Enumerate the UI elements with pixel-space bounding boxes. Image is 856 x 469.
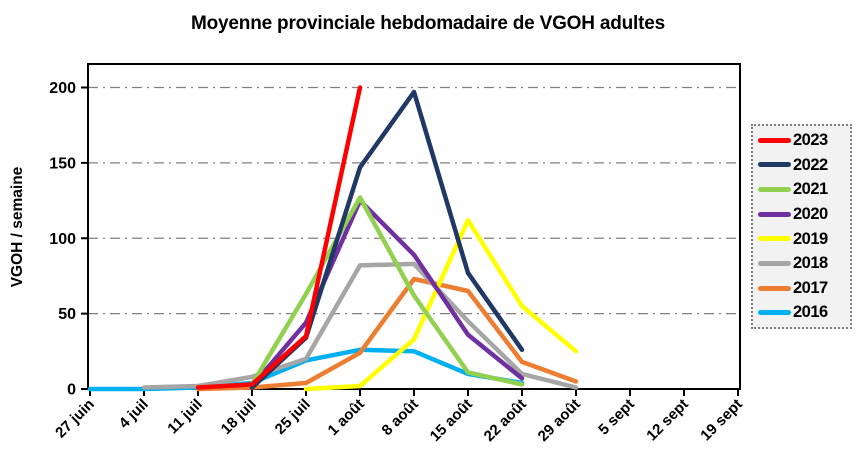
y-tick-label: 100 [49,231,76,248]
legend-label-2018: 2018 [793,254,828,273]
x-tick-label: 11 juil [164,396,206,438]
y-axis-title: VGOH / semaine [9,166,26,287]
legend-label-2021: 2021 [793,180,828,199]
x-tick-label: 15 août [427,396,476,445]
x-tick-label: 29 août [535,396,584,445]
legend-swatch-2018 [758,260,791,266]
chart-title: Moyenne provinciale hebdomadaire de VGOH… [191,13,665,34]
legend-swatch-2019 [758,236,791,242]
y-tick-label: 50 [58,306,76,323]
legend-item-2023: 2023 [758,132,847,149]
series-line-2020 [249,198,525,389]
series-line-2018 [141,261,579,390]
y-tick-label: 150 [49,155,76,172]
series-line-2017 [195,276,579,392]
legend-item-2016: 2016 [758,304,847,321]
series-line-2019 [303,217,579,392]
legend: 2023 2022 2021 2020 2019 2018 2017 2016 [751,124,852,329]
legend-label-2023: 2023 [793,131,828,149]
x-tick-label: 5 sept [595,396,638,439]
x-tick-label: 22 août [481,396,530,445]
series-line-2023 [195,85,363,390]
legend-swatch-2020 [758,211,791,217]
legend-swatch-2017 [758,285,791,291]
legend-item-2020: 2020 [758,206,847,223]
legend-item-2018: 2018 [758,255,847,272]
x-tick-label: 27 juin [52,396,98,442]
y-tick-label: 0 [67,382,76,399]
x-tick-label: 19 sept [697,396,746,445]
legend-swatch-2016 [758,310,791,316]
legend-label-2017: 2017 [793,278,828,297]
legend-label-2022: 2022 [793,155,828,174]
legend-label-2020: 2020 [793,204,828,223]
legend-item-2017: 2017 [758,280,847,297]
x-tick-label: 18 juil [218,396,260,438]
legend-item-2019: 2019 [758,231,847,248]
legend-label-2016: 2016 [793,303,828,322]
legend-swatch-2022 [758,162,791,168]
legend-swatch-2023 [758,137,791,143]
x-tick-label: 8 août [379,396,422,439]
legend-item-2021: 2021 [758,181,847,198]
x-tick-label: 12 sept [643,396,692,445]
x-tick-label: 4 juil [116,396,152,432]
legend-label-2019: 2019 [793,229,828,248]
legend-swatch-2021 [758,187,791,193]
plot-area: 0 50 100 150 200 27 juin 4 juil 11 juil 18 juil 2… [49,63,746,445]
legend-item-2022: 2022 [758,157,847,174]
x-tick-label: 1 août [325,396,368,439]
y-tick-label: 200 [49,80,76,97]
x-tick-label: 25 juil [272,396,314,438]
